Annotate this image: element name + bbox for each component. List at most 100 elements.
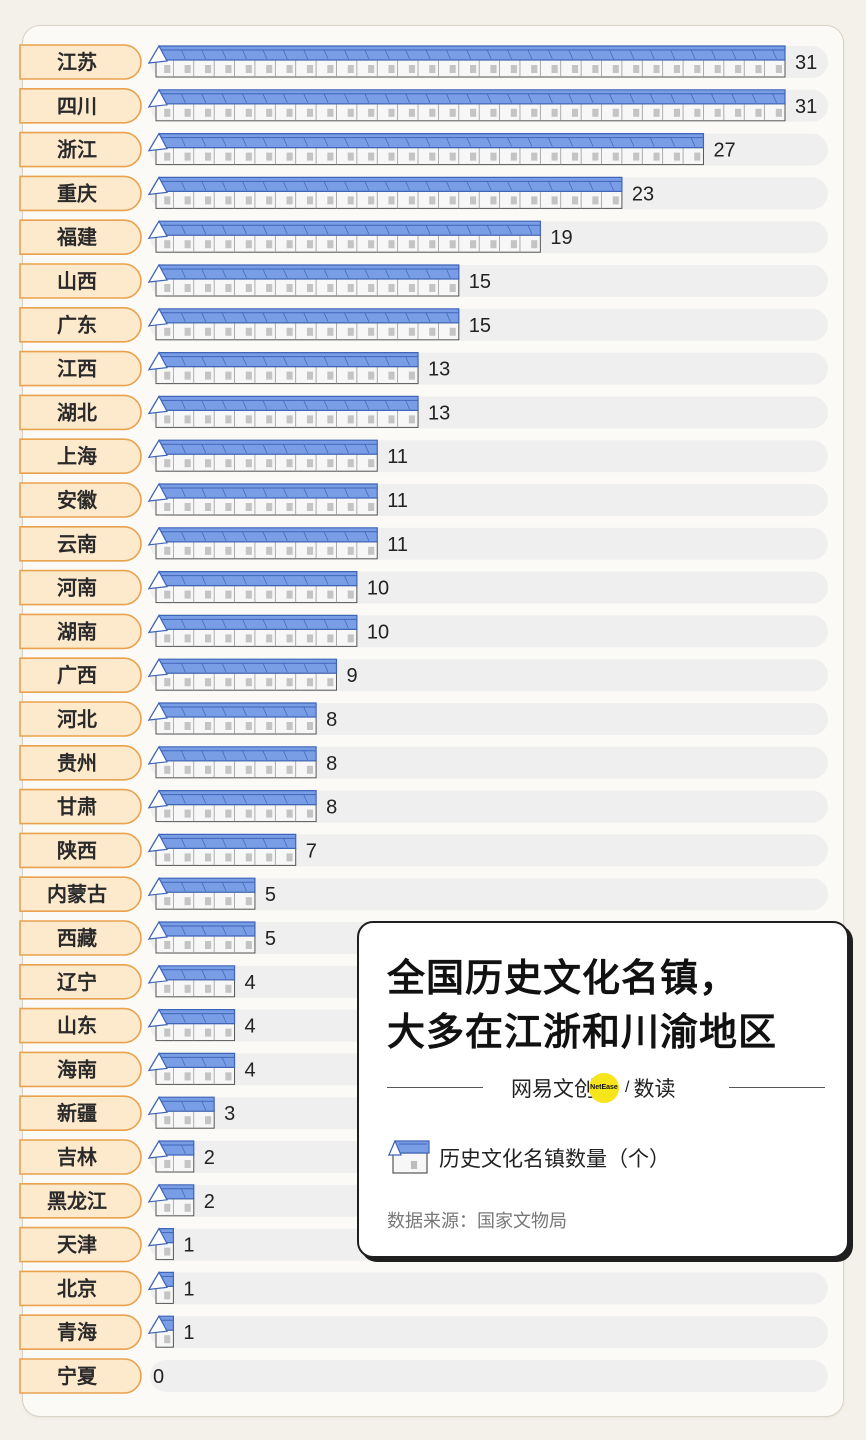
bar-window — [286, 240, 293, 249]
bar-roof — [147, 308, 460, 327]
data-source: 数据来源：国家文物局 — [387, 1211, 567, 1231]
bar-row: 内蒙古 5 — [19, 876, 828, 912]
bar-window — [347, 196, 354, 205]
bar-roof-tile — [425, 181, 431, 191]
bar-roof-tile — [609, 137, 614, 147]
bar-window — [347, 590, 354, 599]
bar-roof-tile — [629, 93, 635, 103]
bar-gable — [147, 176, 168, 196]
bar-window — [164, 765, 171, 774]
bar-roof-tile — [283, 794, 288, 804]
bar-roof-tile — [568, 137, 574, 147]
bar-window — [164, 546, 171, 555]
bar-window — [225, 240, 232, 249]
category-label: 广东 — [57, 313, 97, 337]
bar-roof-tile — [364, 487, 370, 498]
bar-window — [755, 108, 762, 117]
bar-roof-tile — [201, 575, 207, 585]
bar-window — [184, 678, 191, 687]
category-label: 黑龙江 — [47, 1189, 107, 1213]
bar-roof-tile — [262, 487, 268, 498]
bar-window — [388, 327, 395, 336]
bar-roof-tile — [283, 225, 288, 235]
bar-window — [327, 590, 334, 599]
bar-window — [571, 152, 579, 161]
chart-title-line-1: 全国历史文化名镇， — [387, 958, 739, 1000]
bar-roof-tile — [303, 750, 309, 760]
bar-roof-tile — [323, 619, 329, 629]
bar-gable — [147, 395, 168, 415]
bar-gable — [147, 657, 168, 677]
value-label: 4 — [245, 972, 256, 994]
category-label: 河南 — [57, 577, 97, 600]
bar-window — [408, 327, 415, 336]
bar — [147, 920, 256, 954]
value-label: 8 — [326, 797, 337, 819]
bar-window — [184, 1072, 191, 1081]
bar-window — [449, 108, 456, 117]
bar-roof-tile — [181, 1013, 186, 1023]
bar-window — [164, 634, 171, 643]
bar-roof-tile — [446, 181, 451, 191]
bar-window — [429, 240, 436, 249]
bar — [147, 833, 297, 866]
bar-roof-tile — [303, 137, 309, 147]
bar-roof — [147, 395, 419, 415]
bar-window — [429, 196, 436, 205]
bar-track — [150, 878, 828, 911]
bar-window — [164, 984, 171, 993]
bar-window — [266, 546, 273, 555]
bar-window — [164, 809, 171, 818]
bar-window — [225, 327, 232, 336]
category-label: 云南 — [57, 533, 97, 556]
bar-roof-tile — [181, 882, 186, 892]
bar-window — [388, 240, 395, 249]
bar-window — [449, 152, 456, 161]
bar-roof-tile — [344, 49, 349, 60]
bar — [147, 88, 786, 122]
bar-roof-tile — [466, 225, 472, 235]
bar-window — [184, 65, 191, 73]
bar-roof-tile — [181, 487, 186, 498]
category-label: 甘肃 — [57, 796, 97, 819]
bar-gable — [147, 570, 168, 590]
bar-window — [653, 108, 660, 117]
category-label-pill — [19, 1139, 142, 1175]
bar-roof-tile — [181, 619, 186, 629]
bar-roof-tile — [303, 794, 309, 804]
bar-track — [150, 1272, 828, 1305]
bar-window — [164, 897, 171, 906]
bar-window — [266, 284, 273, 292]
category-label-pill — [19, 1183, 142, 1219]
bar-roof-tile — [262, 706, 268, 717]
bar-window — [225, 941, 232, 949]
bar-window — [204, 1072, 212, 1081]
bar-roof-tile — [527, 225, 533, 235]
bar-roof-tile — [262, 93, 268, 103]
bar-roof-tile — [242, 706, 247, 717]
bar-window — [347, 327, 354, 336]
bar-roof-tile — [364, 137, 370, 147]
bar-gable — [147, 526, 168, 546]
bar-roof — [147, 264, 460, 284]
bar-roof-tile — [629, 137, 635, 147]
bar-roof-tile — [201, 750, 207, 760]
bar-roof-tile — [283, 49, 288, 60]
bar-window — [531, 152, 538, 161]
bar-window — [368, 152, 375, 161]
bar-roof-tile — [181, 838, 186, 848]
bar-window — [286, 65, 293, 73]
bar-window — [429, 152, 436, 161]
bar-window — [245, 678, 252, 687]
bar-roof-tile — [323, 93, 329, 103]
bar-roof-tile — [283, 268, 288, 279]
bar-roof-tile — [364, 444, 370, 454]
bar-window — [225, 108, 232, 117]
bar-roof-tile — [507, 225, 512, 235]
value-label: 11 — [387, 490, 408, 512]
bar — [147, 745, 317, 779]
bar-window — [327, 196, 334, 205]
bar-window — [571, 65, 579, 73]
bar — [147, 44, 786, 78]
bar-window — [388, 152, 395, 161]
